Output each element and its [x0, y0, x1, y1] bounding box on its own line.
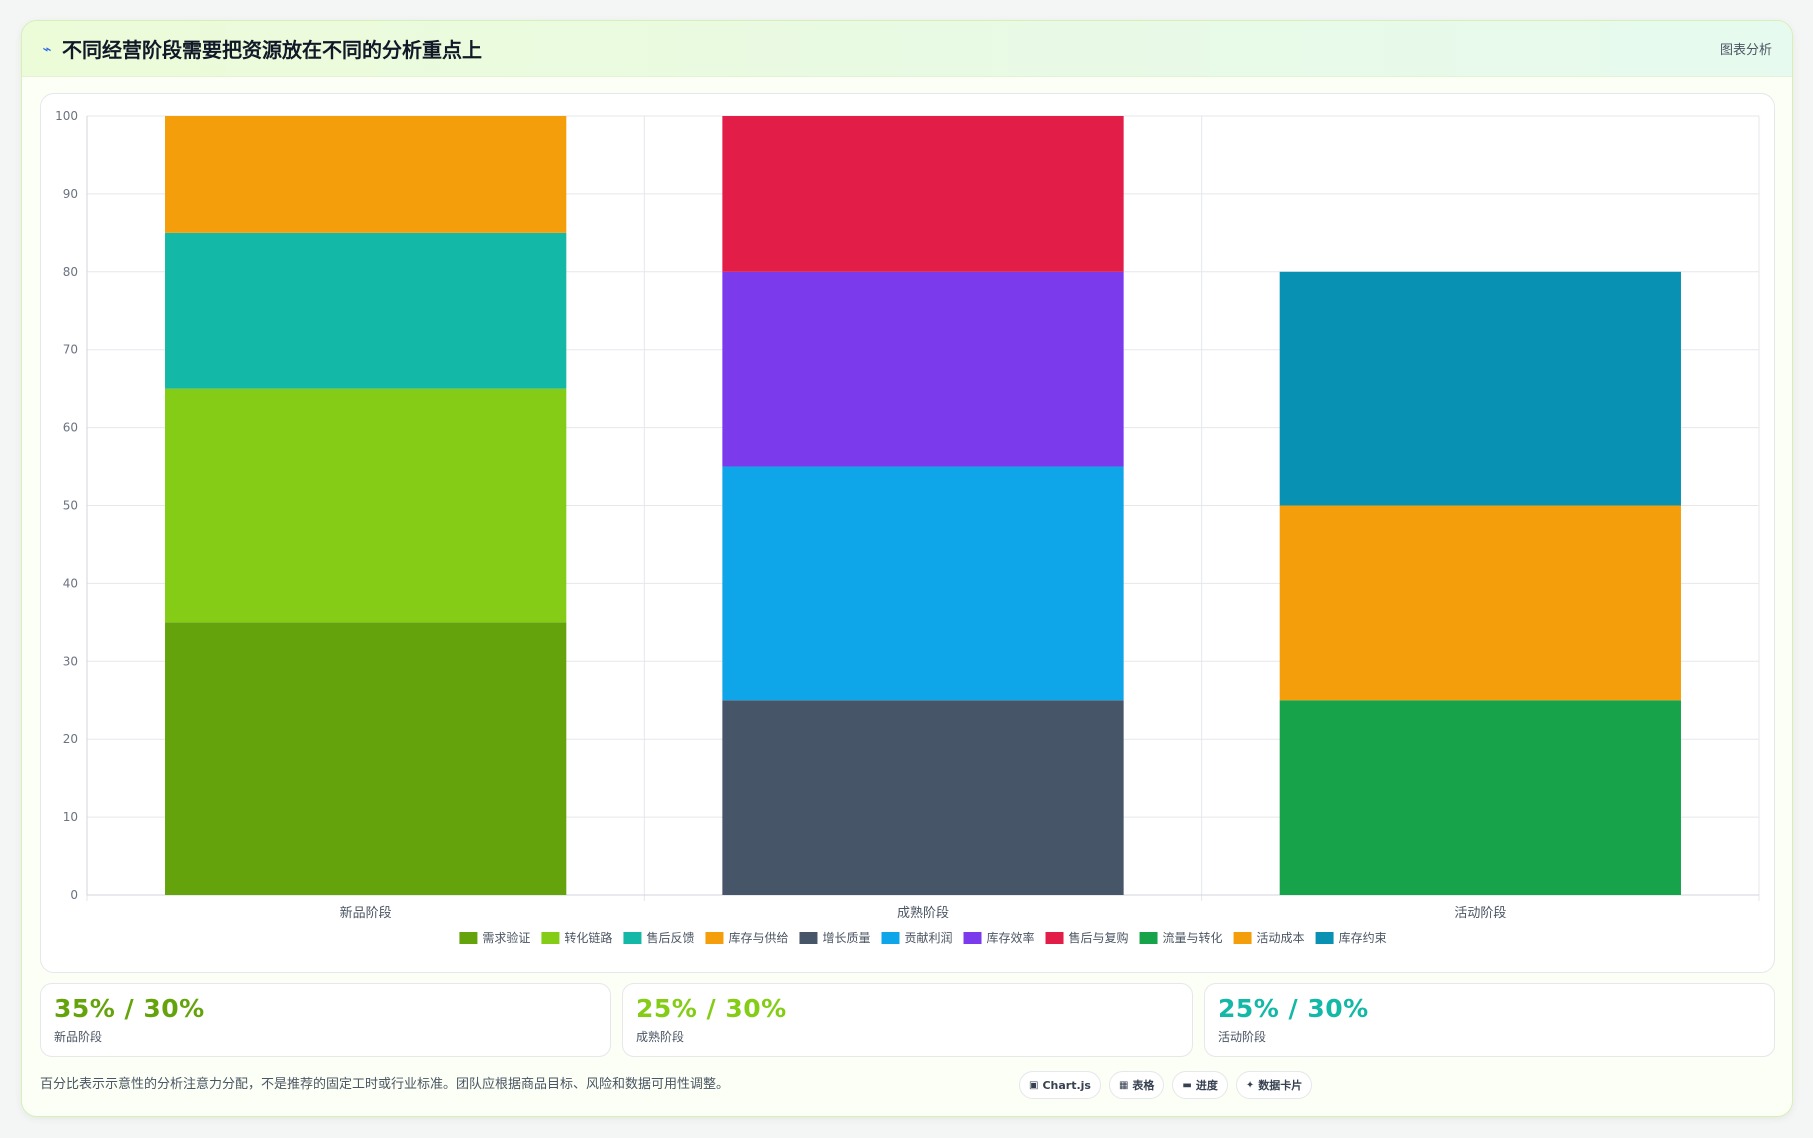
stat-card-new: 35% / 30% 新品阶段	[40, 983, 611, 1057]
stat-label: 成熟阶段	[636, 1030, 685, 1044]
bar-segment	[165, 116, 567, 233]
legend-label: 转化链路	[564, 930, 612, 945]
stat-card-mature: 25% / 30% 成熟阶段	[622, 983, 1193, 1057]
legend-label: 活动成本	[1257, 931, 1305, 945]
footer-note: 百分比表示示意性的分析注意力分配，不是推荐的固定工时或行业标准。团队应根据商品目…	[40, 1077, 730, 1092]
legend-swatch	[1315, 932, 1334, 944]
legend-swatch	[799, 932, 818, 944]
chart-icon: ▣	[1029, 1079, 1039, 1091]
legend-label: 售后与复购	[1069, 930, 1129, 945]
y-tick-label: 100	[55, 109, 78, 123]
legend-swatch	[1233, 932, 1252, 944]
x-tick-label: 成熟阶段	[897, 905, 949, 921]
x-tick-label: 新品阶段	[340, 905, 392, 921]
footer: 百分比表示示意性的分析注意力分配，不是推荐的固定工时或行业标准。团队应根据商品目…	[40, 1067, 1775, 1107]
progress-button[interactable]: ▬ 进度	[1172, 1071, 1228, 1099]
header-tag: 图表分析	[1719, 43, 1772, 58]
legend-label: 库存效率	[987, 930, 1035, 945]
legend-swatch	[963, 932, 982, 944]
bar-segment	[722, 271, 1124, 467]
view-toolbar: ▣ Chart.js ▦ 表格 ▬ 进度 ✦ 数据卡片	[1019, 1071, 1313, 1099]
legend-label: 流量与转化	[1163, 930, 1223, 945]
legend-label: 需求验证	[482, 930, 530, 945]
stats-row: 35% / 30% 新品阶段 25% / 30% 成熟阶段 25% / 30% …	[40, 983, 1775, 1057]
legend-label: 贡献利润	[904, 930, 952, 945]
legend-swatch	[881, 932, 900, 944]
y-tick-label: 50	[63, 499, 78, 513]
legend-label: 库存与供给	[728, 930, 788, 945]
y-tick-label: 80	[63, 265, 78, 279]
y-tick-label: 90	[63, 187, 78, 201]
bar-segment	[165, 232, 567, 389]
stat-value: 25% / 30%	[1218, 994, 1369, 1023]
data-card-button[interactable]: ✦ 数据卡片	[1235, 1071, 1313, 1099]
legend-swatch	[1045, 932, 1064, 944]
y-tick-label: 70	[63, 343, 78, 357]
table-icon: ▦	[1118, 1079, 1129, 1091]
chart-panel: 0 10 20 30 40 50 60 70 80 90 100 新品阶段 成熟阶段 活动阶段需求验证 转化…	[40, 93, 1775, 973]
stat-card-campaign: 25% / 30% 活动阶段	[1204, 983, 1775, 1057]
card-header: ⌁ 不同经营阶段需要把资源放在不同的分析重点上 图表分析	[22, 21, 1792, 77]
legend-swatch	[541, 932, 560, 944]
stat-value: 25% / 30%	[636, 994, 787, 1023]
chartjs-button[interactable]: ▣ Chart.js	[1019, 1071, 1101, 1099]
stat-value: 35% / 30%	[54, 994, 205, 1023]
bar-segment	[1279, 505, 1681, 701]
button-label: 进度	[1195, 1079, 1218, 1092]
y-tick-label: 40	[63, 576, 78, 590]
legend-swatch	[459, 932, 478, 944]
title-wrap: ⌁ 不同经营阶段需要把资源放在不同的分析重点上	[40, 34, 482, 63]
stat-label: 新品阶段	[54, 1030, 103, 1044]
bar-segment	[722, 116, 1124, 272]
y-tick-label: 0	[70, 888, 78, 902]
legend-label: 增长质量	[822, 931, 870, 945]
progress-icon: ▬	[1182, 1079, 1192, 1091]
y-tick-label: 60	[63, 421, 78, 435]
sparkle-icon: ✦	[1245, 1079, 1255, 1091]
button-label: 表格	[1132, 1079, 1155, 1092]
legend-swatch	[705, 932, 724, 944]
button-label: Chart.js	[1042, 1078, 1091, 1092]
bar-segment	[1279, 271, 1681, 506]
legend-swatch	[1139, 932, 1158, 944]
bar-segment	[722, 466, 1124, 701]
bar-segment	[165, 622, 567, 895]
button-label: 数据卡片	[1258, 1079, 1303, 1092]
stat-label: 活动阶段	[1218, 1030, 1267, 1044]
y-tick-label: 20	[63, 732, 78, 746]
y-tick-label: 10	[63, 810, 78, 824]
page-title: 不同经营阶段需要把资源放在不同的分析重点上	[62, 38, 482, 62]
legend-label: 库存约束	[1339, 930, 1387, 945]
x-tick-label: 活动阶段	[1454, 906, 1506, 921]
pulse-icon: ⌁	[42, 39, 52, 58]
y-tick-label: 30	[63, 654, 78, 668]
bar-segment	[722, 700, 1124, 895]
bar-segment	[165, 388, 567, 623]
legend-swatch	[623, 932, 642, 944]
legend-label: 售后反馈	[646, 930, 694, 945]
bar-segment	[1279, 700, 1681, 895]
chart-card: ⌁ 不同经营阶段需要把资源放在不同的分析重点上 图表分析 0 10 20 30 40 50…	[21, 20, 1793, 1117]
table-button[interactable]: ▦ 表格	[1108, 1071, 1165, 1099]
